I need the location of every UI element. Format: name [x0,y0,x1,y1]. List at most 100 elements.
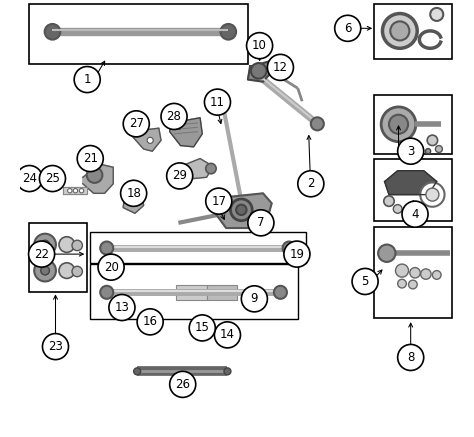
Bar [374,159,452,221]
Text: 20: 20 [104,260,118,274]
Circle shape [189,315,215,341]
Circle shape [87,167,102,183]
Polygon shape [64,187,87,194]
Text: 5: 5 [361,275,369,288]
Circle shape [284,241,310,267]
Text: 3: 3 [407,145,414,158]
Text: 29: 29 [172,170,187,182]
Circle shape [72,240,82,251]
Text: 4: 4 [411,208,419,221]
Circle shape [123,111,149,137]
Polygon shape [131,128,161,151]
Text: 14: 14 [220,328,235,341]
Circle shape [59,237,74,253]
Circle shape [134,368,141,375]
Circle shape [241,286,267,312]
Circle shape [100,242,113,254]
Polygon shape [123,194,144,213]
Circle shape [267,54,293,80]
Circle shape [41,240,49,249]
Text: 27: 27 [129,118,144,130]
Circle shape [421,269,431,279]
Circle shape [248,210,274,236]
Circle shape [68,188,72,193]
Text: 16: 16 [143,316,158,328]
Bar [28,223,87,292]
Bar [207,284,237,300]
Circle shape [34,234,56,255]
Polygon shape [170,118,202,147]
Circle shape [220,24,236,40]
Circle shape [43,333,69,360]
Circle shape [72,266,82,277]
Polygon shape [215,193,272,228]
Circle shape [283,242,296,254]
Text: 11: 11 [210,96,225,109]
Circle shape [45,24,60,40]
Circle shape [98,254,124,280]
Circle shape [381,107,416,142]
Circle shape [430,8,443,21]
Bar [176,284,207,300]
Circle shape [398,279,406,288]
Text: 28: 28 [166,110,182,123]
Circle shape [34,260,56,281]
Text: 8: 8 [407,351,414,364]
Circle shape [236,205,246,215]
Circle shape [120,180,146,206]
Circle shape [383,14,417,48]
Circle shape [170,371,196,397]
Circle shape [77,146,103,172]
Circle shape [398,344,424,371]
Circle shape [206,188,232,214]
Text: 2: 2 [307,177,315,190]
Circle shape [402,201,428,227]
Text: 26: 26 [175,378,190,391]
Circle shape [393,205,402,213]
Circle shape [395,264,409,277]
Bar [90,232,307,263]
Text: 22: 22 [34,248,49,260]
Text: 24: 24 [22,172,37,185]
Circle shape [135,131,141,137]
Circle shape [251,63,266,79]
Circle shape [74,66,100,93]
Text: 10: 10 [252,39,267,52]
Circle shape [410,267,420,278]
Text: 6: 6 [344,22,352,35]
Circle shape [426,149,431,154]
Circle shape [100,286,113,299]
Circle shape [59,263,74,278]
Polygon shape [384,171,437,194]
Polygon shape [248,61,272,82]
Circle shape [17,166,43,191]
Text: 12: 12 [273,61,288,74]
Circle shape [204,89,230,115]
Circle shape [38,174,49,184]
Circle shape [298,171,324,197]
Text: 7: 7 [257,216,264,229]
Text: 15: 15 [195,322,210,334]
Text: 9: 9 [251,292,258,305]
Bar [28,3,248,64]
Circle shape [161,104,187,129]
Circle shape [109,295,135,321]
Text: 21: 21 [83,152,98,165]
Circle shape [426,188,439,201]
Circle shape [147,137,153,143]
Circle shape [398,138,424,164]
Text: 17: 17 [211,194,226,208]
Polygon shape [83,164,113,193]
Circle shape [274,286,287,299]
Circle shape [246,33,273,59]
Bar [374,95,452,154]
Circle shape [427,135,438,146]
Circle shape [224,368,231,375]
Text: 18: 18 [126,187,141,200]
Text: 25: 25 [45,172,60,185]
Text: 19: 19 [290,248,304,260]
Circle shape [73,188,78,193]
Circle shape [436,146,442,153]
Circle shape [389,115,408,134]
Circle shape [41,266,49,275]
